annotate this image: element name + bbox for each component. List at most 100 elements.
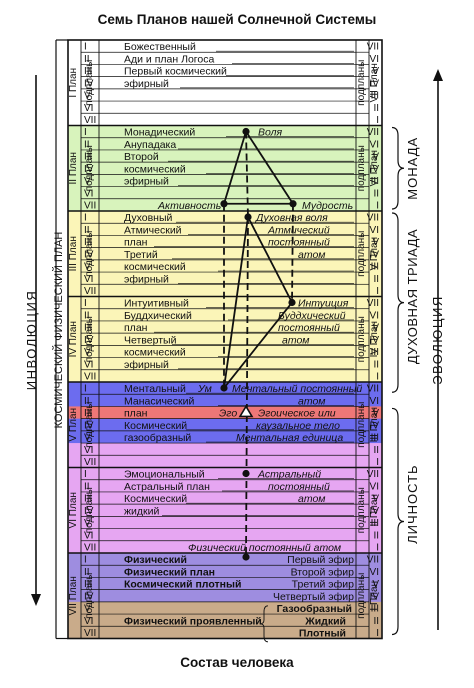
subplane-numeral-left: II	[84, 310, 90, 321]
plane-6-description-line: Астральный план	[124, 481, 210, 493]
subplane-numeral-right: I	[376, 628, 379, 639]
subplane-numeral-right: VI	[370, 567, 379, 578]
plane-5-description-line: Космический	[124, 420, 187, 432]
subplane-numeral-right: IV	[370, 164, 380, 175]
subplane-numeral-right: IV	[370, 249, 380, 260]
subplane-numeral-left: IV	[84, 506, 94, 517]
subplanes-label-right: подпланы	[356, 402, 367, 448]
annotation-spiritual-will: Духовная воля	[255, 212, 328, 224]
subplane-numeral-left: III	[84, 579, 92, 590]
wisdom-connector	[291, 203, 294, 303]
plane-4-description-line: Четвертый	[124, 334, 177, 346]
cosmic-physical-plane-label: КОСМИЧЕСКИЙ ФИЗИЧЕСКИЙ ПЛАН	[52, 232, 65, 429]
subplane-numeral-right: III	[371, 347, 379, 358]
plane-5-description-line: газообразный	[124, 432, 191, 444]
subplane-numeral-left: IV	[84, 78, 94, 89]
subplane-numeral-left: V	[84, 91, 91, 102]
plane-label-left-3: III План	[68, 236, 79, 271]
plane-2-description-line: космический	[124, 163, 186, 175]
plane-4-description-line: Буддхический	[124, 310, 192, 322]
node-act	[220, 200, 228, 208]
annotation-atmic: Атмический	[267, 224, 330, 236]
subplane-numeral-right: VI	[370, 139, 379, 150]
annotation-egoic: Эгоическое или	[258, 408, 336, 420]
subplane-numeral-right: II	[373, 530, 379, 541]
ego-triangle-icon	[238, 404, 254, 418]
subplane-numeral-right: V	[372, 408, 379, 419]
plane-block-4	[68, 296, 382, 382]
subplanes-label-right: подпланы	[356, 487, 367, 533]
plane-label-left-4: IV План	[68, 321, 79, 357]
subplane-numeral-right: I	[376, 457, 379, 468]
plane-7-description-line: Физический план	[124, 566, 215, 578]
subplane-numeral-right: II	[373, 445, 379, 456]
personality-brace	[391, 407, 405, 636]
annotation-buddhic: Буддхический	[278, 310, 346, 322]
subplane-numeral-left: III	[84, 408, 92, 419]
subplane-numeral-right: VI	[370, 225, 379, 236]
subplane-numeral-left: II	[84, 396, 90, 407]
plane-block-1	[68, 40, 382, 126]
annotation-will: Воля	[258, 127, 283, 139]
subplane-numeral-right: IV	[370, 506, 380, 517]
plane-3-description-line: план	[124, 237, 148, 249]
node-ast	[242, 469, 250, 478]
subplane-numeral-right: VII	[367, 469, 379, 480]
subplane-numeral-left: III	[84, 237, 92, 248]
subplane-numeral-left: II	[84, 481, 90, 492]
subplane-numeral-right: III	[371, 262, 379, 273]
subplane-numeral-left: V	[84, 518, 91, 529]
central-connector	[245, 216, 249, 558]
plane-3-description-line: космический	[124, 261, 186, 273]
annotation-atom-3: атом	[298, 395, 326, 407]
subplane-numeral-right: VII	[367, 555, 379, 566]
annotation-activity: Активность	[157, 200, 221, 212]
plane-block-3	[68, 211, 382, 297]
plane-label-left-1: I План	[68, 68, 79, 98]
subplane-numeral-left: II	[84, 567, 90, 578]
subplane-numeral-right: III	[371, 433, 379, 444]
annotation-permanent-1: постоянный	[268, 237, 330, 249]
diagram-footer: Состав человека	[180, 655, 294, 670]
subplane-numeral-right: II	[373, 616, 379, 627]
subplane-numeral-right: V	[372, 152, 379, 163]
dense-rows	[68, 601, 382, 639]
subplane-numeral-right: VII	[367, 127, 379, 138]
subplane-numeral-left: IV	[84, 249, 94, 260]
subplane-numeral-right: I	[376, 372, 379, 383]
plane-6-description-line: Космический	[124, 493, 187, 505]
plane-label-left-7: VII План	[68, 576, 79, 615]
subplane-numeral-right: II	[373, 188, 379, 199]
group-personality: ЛИЧНОСТЬ	[405, 464, 420, 543]
evolution-label: ЭВОЛЮЦИЯ	[430, 295, 445, 385]
plane-5-description-line: Манасический	[124, 395, 194, 407]
subplanes-label-right: подпланы	[356, 231, 367, 277]
plane-label-right-3: V План	[369, 237, 380, 271]
subplane-numeral-right: VII	[367, 213, 379, 224]
plane-5-description-line: план	[124, 408, 148, 420]
subplanes-label-left: подпланы	[84, 573, 95, 619]
subplane-numeral-right: II	[373, 274, 379, 285]
subplanes-label-right: подпланы	[356, 573, 367, 619]
triad-brace	[391, 212, 405, 393]
subplane-numeral-right: III	[371, 604, 379, 615]
plane-1-description-line: Первый космический	[124, 66, 227, 78]
subplane-numeral-right: IV	[370, 591, 380, 602]
dense-brace	[259, 605, 269, 643]
subplane-numeral-left: I	[84, 127, 87, 138]
subplanes-label-left: подпланы	[84, 60, 95, 106]
will-connector	[245, 131, 249, 218]
subplane-numeral-left: VI	[84, 359, 93, 370]
subplane-numeral-left: VI	[84, 445, 93, 456]
subplane-numeral-right: VII	[367, 42, 379, 53]
plane-block-6	[68, 467, 382, 553]
plane-3-description-line: Духовный	[124, 212, 172, 224]
node-phy	[242, 553, 250, 561]
subplane-numeral-left: IV	[84, 164, 94, 175]
annotation-mental-permanent: Ментальный постоянный	[232, 383, 362, 395]
plane-1-description-line: эфирный	[124, 78, 169, 90]
annotation-mind: Ум	[197, 383, 212, 395]
evolution-arrowhead	[433, 69, 443, 81]
